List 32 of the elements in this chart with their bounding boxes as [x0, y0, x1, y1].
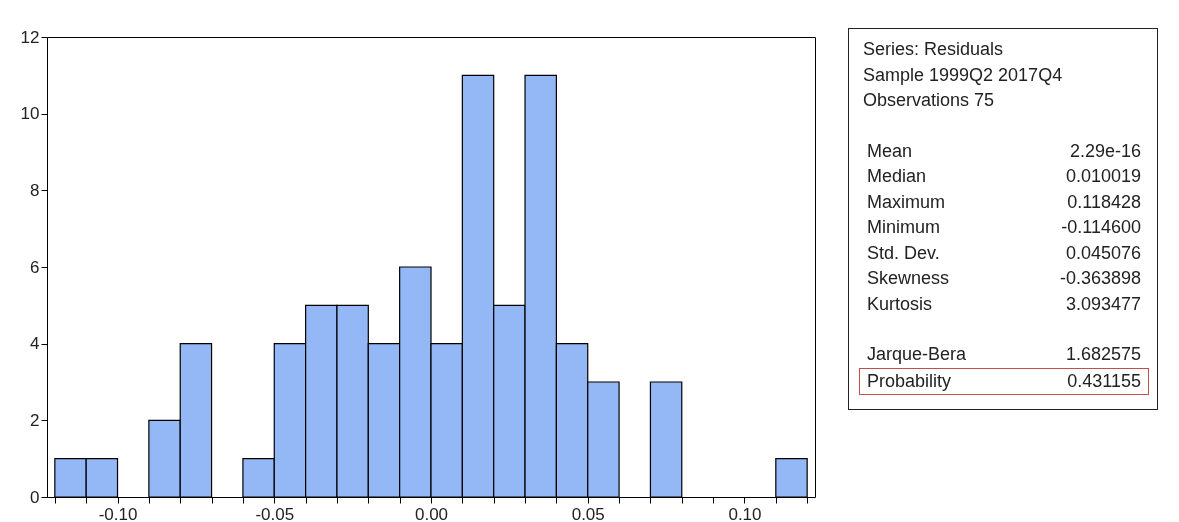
text: 0.045076: [1065, 241, 1141, 265]
text: Series: Residuals: [863, 38, 1005, 61]
text: Kurtosis: [867, 292, 933, 316]
text: 0.118428: [1067, 190, 1141, 214]
text: -0.363898: [1059, 267, 1141, 290]
text: Sample 1999Q2 2017Q4: [863, 63, 1064, 87]
y-tick-label: 10: [20, 104, 40, 124]
text: Std. Dev.: [867, 241, 940, 265]
x-tick-label: 0.05: [571, 504, 605, 522]
y-tick-label: 6: [30, 257, 40, 277]
text: 0.010019: [1065, 165, 1141, 188]
y-tick-label: 0: [30, 487, 40, 507]
text: Minimum: [867, 216, 941, 239]
text: 3.093477: [1065, 292, 1141, 316]
outline-box: Probability 0.431155: [859, 367, 1149, 395]
y-tick-label: 12: [20, 27, 40, 47]
text: Maximum: [867, 190, 946, 214]
y-tick-label: 2: [30, 410, 40, 430]
text: -0.114600: [1061, 216, 1141, 239]
text: 2.29e-16: [1069, 139, 1141, 163]
text: Skewness: [867, 267, 950, 290]
x-tick-label: 0.10: [728, 504, 762, 522]
x-tick-label: 0.00: [414, 504, 449, 522]
text: Jarque-Bera: [867, 343, 967, 366]
x-tick-label: -0.05: [255, 504, 295, 522]
text: Observations 75: [863, 89, 996, 112]
y-tick-label: 8: [30, 180, 40, 200]
x-tick-label: -0.10: [98, 504, 138, 522]
y-tick-label: 4: [30, 334, 40, 354]
text: Mean: [867, 139, 913, 163]
text: 1.682575: [1065, 343, 1141, 366]
text: Median: [867, 165, 927, 188]
